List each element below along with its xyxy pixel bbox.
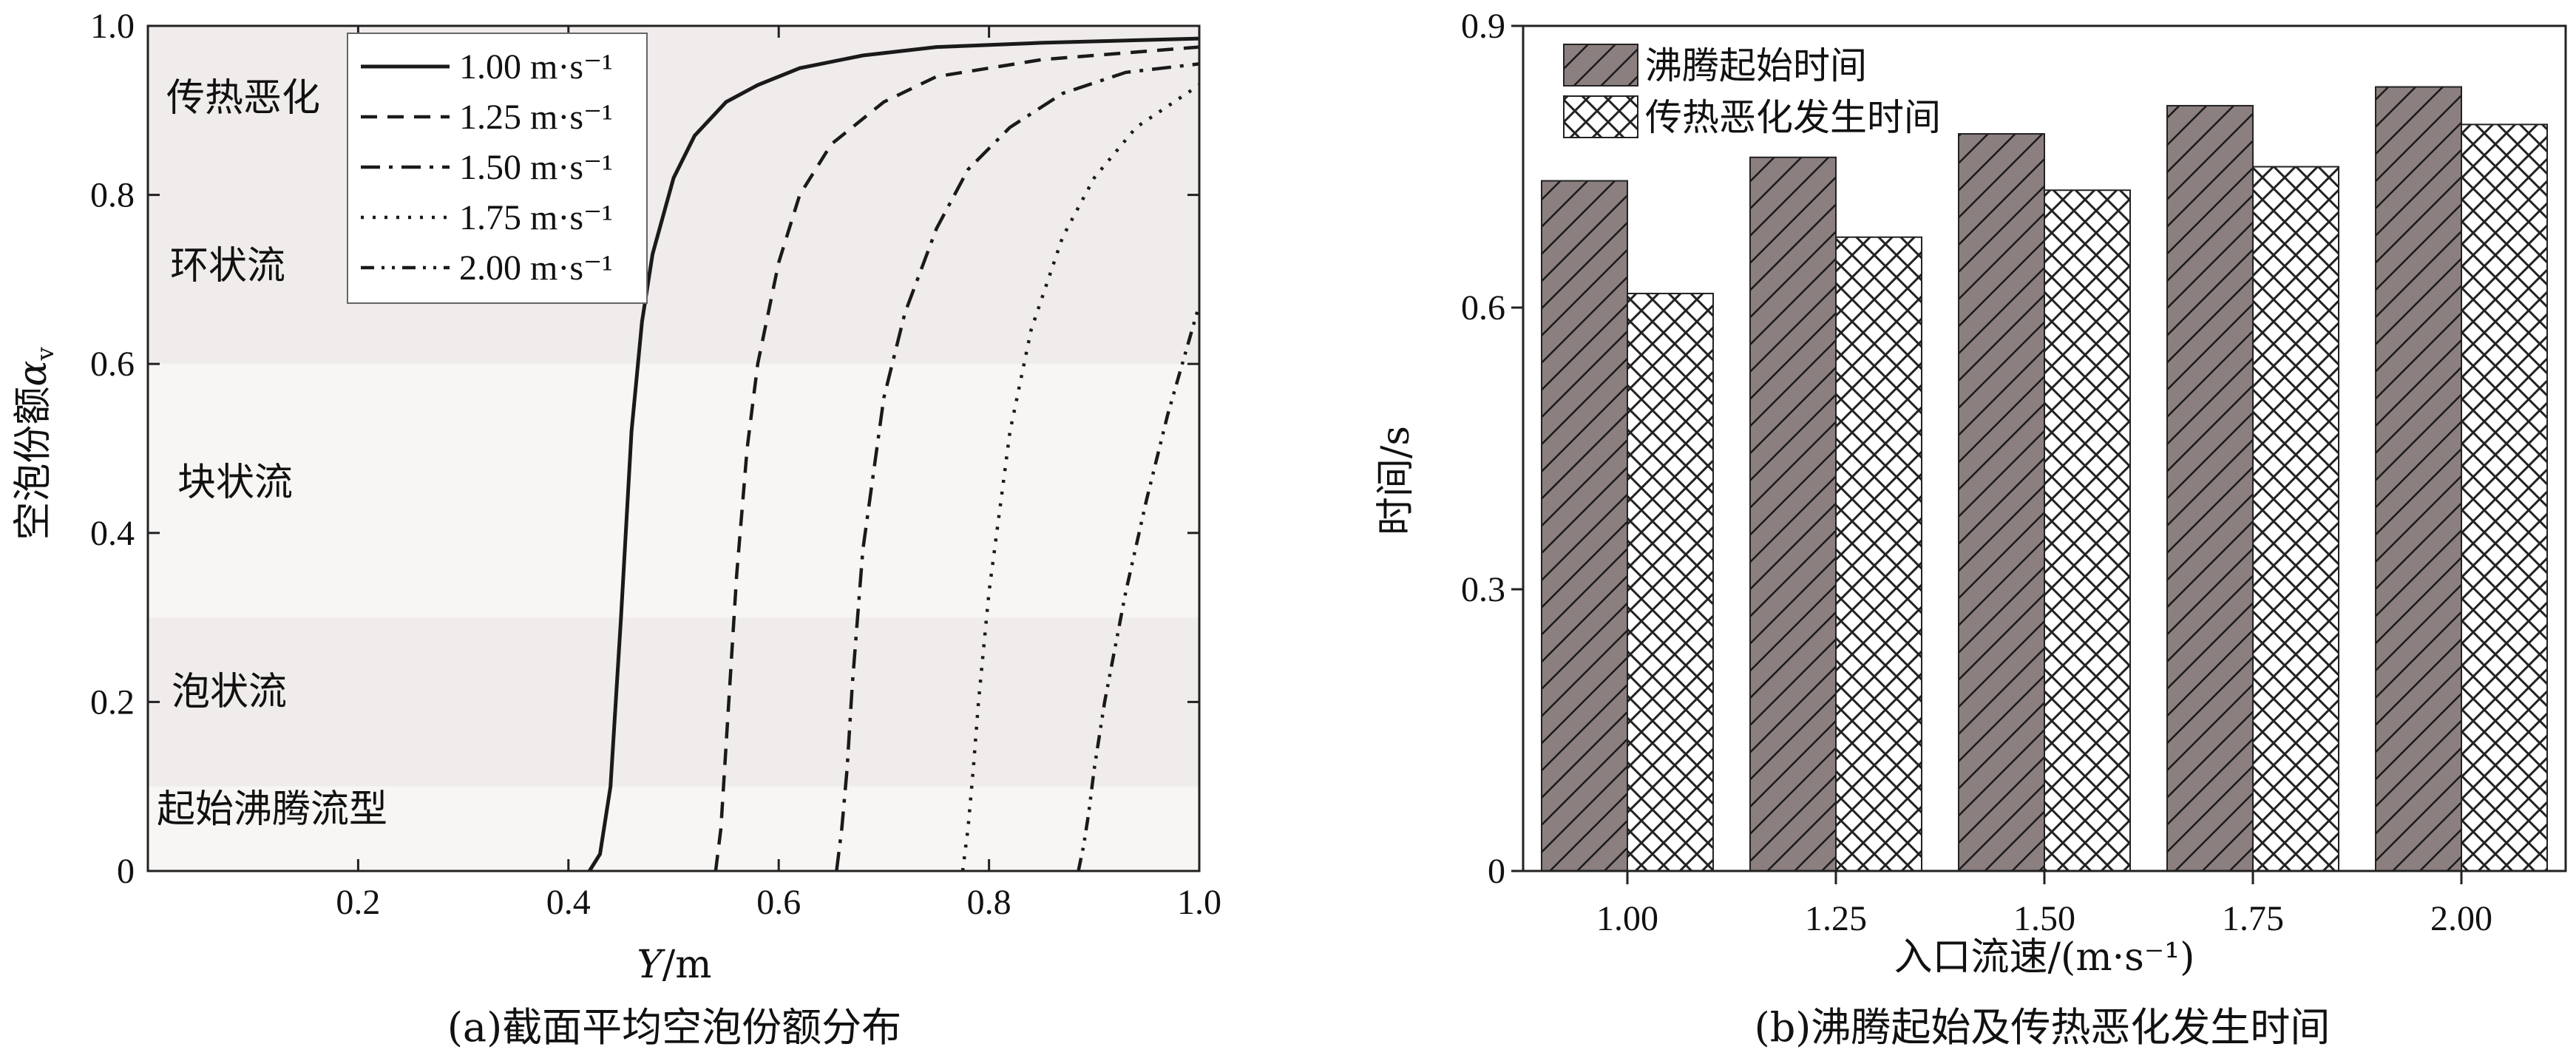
y-axis-label-text: 空泡份额 (11, 387, 55, 540)
series-line (835, 62, 1200, 872)
x-axis-label: 入口流速/(m·s⁻¹) (1894, 935, 2195, 980)
legend-box (347, 33, 648, 304)
y-tick-label: 0.8 (90, 176, 135, 215)
flow-region-label: 传热恶化 (166, 76, 320, 121)
y-tick-label: 0.9 (1461, 7, 1505, 46)
bar-boiling-onset (1541, 180, 1628, 872)
caption-b: (b)沸腾起始及传热恶化发生时间 (1755, 1004, 2331, 1051)
bar-heat-transfer-deterioration (2461, 123, 2548, 872)
y-axis-label-symbol: α (11, 360, 55, 386)
y-tick-label: 0 (1488, 852, 1505, 891)
plot-frame (146, 24, 1201, 872)
flow-region-band (148, 194, 1199, 365)
series-line (1077, 304, 1201, 872)
x-axis-label-unit: /m (662, 943, 712, 987)
x-tick-label: 1.50 (2013, 899, 2075, 938)
bar-boiling-onset (2375, 86, 2462, 872)
flow-region-label: 块状流 (177, 461, 293, 505)
flow-region-band (148, 26, 1199, 195)
flow-region-band (148, 617, 1199, 787)
y-axis-label-subscript: v (31, 347, 59, 361)
x-tick-label: 1.0 (1177, 883, 1221, 922)
x-tick-label: 0.8 (967, 883, 1011, 922)
bar-heat-transfer-deterioration (2252, 166, 2339, 872)
y-tick-label: 0.6 (90, 345, 135, 384)
legend-label: 1.75 m·s⁻¹ (459, 198, 613, 237)
flow-region-band (148, 786, 1199, 871)
x-tick-label: 0.4 (546, 883, 591, 922)
series-line (588, 36, 1200, 872)
x-tick-label: 0.6 (756, 883, 801, 922)
y-tick-label: 0.6 (1461, 288, 1505, 328)
bar-boiling-onset (2166, 104, 2254, 872)
legend-swatch (1563, 95, 1638, 138)
x-axis-label: Y/m (637, 943, 711, 987)
caption-a: (a)截面平均空泡份额分布 (447, 1004, 901, 1051)
legend-label: 2.00 m·s⁻¹ (459, 248, 613, 288)
legend-label: 1.00 m·s⁻¹ (459, 47, 613, 87)
flow-region-label: 起始沸腾流型 (157, 787, 387, 832)
y-tick-label: 0 (117, 852, 135, 891)
x-tick-label: 1.75 (2222, 899, 2284, 938)
y-axis-label: 空泡份额αv (11, 347, 59, 540)
y-tick-label: 0.2 (90, 682, 135, 722)
legend-label: 传热恶化发生时间 (1645, 96, 1941, 139)
flow-region-band (148, 364, 1199, 618)
y-tick-label: 0.4 (90, 514, 135, 553)
bar-boiling-onset (1749, 156, 1837, 872)
flow-region-label: 泡状流 (172, 670, 287, 714)
legend-label: 1.50 m·s⁻¹ (459, 148, 613, 187)
x-tick-label: 1.00 (1596, 899, 1658, 938)
y-axis-label: 时间/s (1374, 426, 1418, 535)
legend-label: 沸腾起始时间 (1645, 44, 1867, 87)
series-line (714, 45, 1200, 872)
legend-swatch (1563, 44, 1638, 87)
chart-b: 1.00 1.25 1.50 1.75 2.00 0 0.3 0.6 0.9 入口流速/(m·s⁻… (1374, 7, 2567, 1051)
bar-heat-transfer-deterioration (1627, 292, 1714, 872)
x-tick-label: 1.25 (1805, 899, 1867, 938)
y-tick-label: 1.0 (90, 7, 135, 46)
legend-label: 1.25 m·s⁻¹ (459, 98, 613, 137)
bar-boiling-onset (1958, 133, 2045, 872)
x-tick-label: 2.00 (2430, 899, 2492, 938)
flow-region-label: 环状流 (170, 244, 285, 288)
x-axis-label-var: Y (637, 943, 665, 987)
plot-frame (1522, 24, 2567, 872)
y-tick-label: 0.3 (1461, 570, 1505, 609)
chart-a: 起始沸腾流型 泡状流 块状流 环状流 传热恶化 0 0.2 0.4 0.6 0.8 1.0 0.2 0.… (11, 7, 1221, 1051)
x-tick-label: 0.2 (336, 883, 380, 922)
bar-heat-transfer-deterioration (1835, 236, 1922, 872)
bar-heat-transfer-deterioration (2044, 189, 2131, 872)
